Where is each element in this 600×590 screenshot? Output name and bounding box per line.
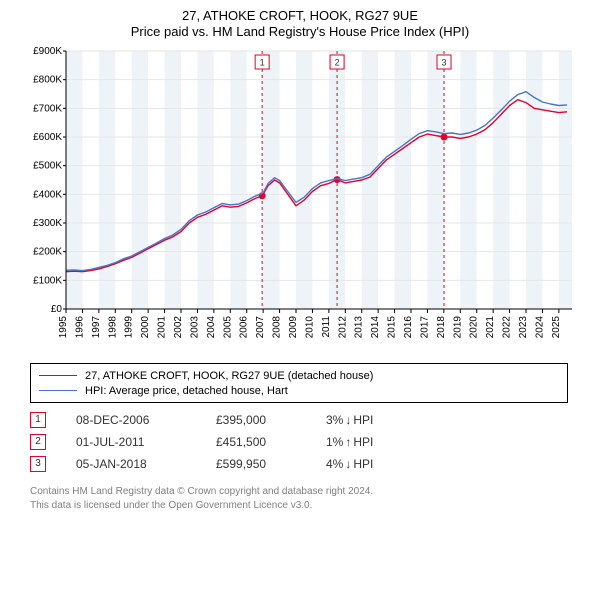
marker-date: 05-JAN-2018: [76, 457, 216, 471]
svg-text:£0: £0: [51, 304, 63, 315]
svg-text:£400K: £400K: [33, 189, 62, 200]
svg-text:2007: 2007: [255, 316, 266, 339]
svg-text:2020: 2020: [469, 316, 480, 339]
svg-text:2002: 2002: [173, 316, 184, 339]
marker-row: 1 08-DEC-2006£395,0003%↓ HPI: [30, 409, 590, 431]
legend-item: HPI: Average price, detached house, Hart: [39, 383, 559, 398]
svg-text:1997: 1997: [91, 316, 102, 339]
svg-text:2024: 2024: [534, 316, 545, 339]
legend-item: 27, ATHOKE CROFT, HOOK, RG27 9UE (detach…: [39, 368, 559, 383]
chart-area: £0 £100K £200K £300K £400K £500K £600K £700K £80…: [20, 45, 580, 355]
footer-line: Contains HM Land Registry data © Crown c…: [30, 485, 590, 499]
svg-text:2003: 2003: [189, 316, 200, 339]
chart-legend: 27, ATHOKE CROFT, HOOK, RG27 9UE (detach…: [30, 363, 568, 403]
marker-date: 01-JUL-2011: [76, 435, 216, 449]
svg-text:£900K: £900K: [33, 46, 62, 57]
svg-text:2006: 2006: [239, 316, 250, 339]
svg-text:£100K: £100K: [33, 275, 62, 286]
svg-text:2014: 2014: [370, 316, 381, 339]
marker-delta: 3%↓ HPI: [326, 413, 446, 427]
svg-text:2000: 2000: [140, 316, 151, 339]
svg-text:2009: 2009: [288, 316, 299, 339]
svg-text:1996: 1996: [74, 316, 85, 339]
arrow-up-icon: ↑: [345, 435, 351, 449]
svg-text:2023: 2023: [518, 316, 529, 339]
svg-text:£800K: £800K: [33, 75, 62, 86]
svg-text:2004: 2004: [206, 316, 217, 339]
line-chart-svg: £0 £100K £200K £300K £400K £500K £600K £700K £80…: [20, 45, 580, 355]
arrow-down-icon: ↓: [345, 413, 351, 427]
chart-title-subtitle: Price paid vs. HM Land Registry's House …: [10, 24, 590, 39]
marker-number-box: 2: [30, 434, 46, 450]
marker-date: 08-DEC-2006: [76, 413, 216, 427]
svg-text:2015: 2015: [387, 316, 398, 339]
svg-text:2022: 2022: [502, 316, 513, 339]
svg-text:£700K: £700K: [33, 103, 62, 114]
marker-number-box: 1: [30, 412, 46, 428]
svg-text:1999: 1999: [124, 316, 135, 339]
svg-text:2012: 2012: [337, 316, 348, 339]
legend-swatch: [39, 390, 77, 391]
svg-text:2025: 2025: [551, 316, 562, 339]
svg-text:2010: 2010: [304, 316, 315, 339]
legend-label: HPI: Average price, detached house, Hart: [85, 385, 288, 397]
svg-text:2019: 2019: [452, 316, 463, 339]
svg-text:2001: 2001: [157, 316, 168, 339]
marker-row: 3 05-JAN-2018£599,9504%↓ HPI: [30, 453, 590, 475]
svg-text:£500K: £500K: [33, 161, 62, 172]
marker-price: £599,950: [216, 457, 326, 471]
svg-text:2016: 2016: [403, 316, 414, 339]
svg-text:3: 3: [442, 58, 447, 68]
figure-container: 27, ATHOKE CROFT, HOOK, RG27 9UE Price p…: [0, 0, 600, 522]
footer-line: This data is licensed under the Open Gov…: [30, 499, 590, 513]
marker-price: £395,000: [216, 413, 326, 427]
svg-text:2021: 2021: [485, 316, 496, 339]
legend-swatch: [39, 375, 77, 376]
svg-text:£300K: £300K: [33, 218, 62, 229]
svg-text:£200K: £200K: [33, 247, 62, 258]
svg-text:1: 1: [260, 58, 265, 68]
arrow-down-icon: ↓: [345, 457, 351, 471]
svg-text:2017: 2017: [419, 316, 430, 339]
marker-number-box: 3: [30, 456, 46, 472]
svg-text:£600K: £600K: [33, 132, 62, 143]
svg-text:2005: 2005: [222, 316, 233, 339]
legend-label: 27, ATHOKE CROFT, HOOK, RG27 9UE (detach…: [85, 370, 373, 382]
svg-text:2013: 2013: [354, 316, 365, 339]
chart-title-address: 27, ATHOKE CROFT, HOOK, RG27 9UE: [10, 8, 590, 23]
svg-text:2: 2: [335, 58, 340, 68]
marker-row: 2 01-JUL-2011£451,5001%↑ HPI: [30, 431, 590, 453]
svg-text:2008: 2008: [272, 316, 283, 339]
chart-titles: 27, ATHOKE CROFT, HOOK, RG27 9UE Price p…: [10, 8, 590, 39]
marker-price: £451,500: [216, 435, 326, 449]
attribution-footer: Contains HM Land Registry data © Crown c…: [30, 485, 590, 512]
price-markers-table: 1 08-DEC-2006£395,0003%↓ HPI 2 01-JUL-2011£…: [30, 409, 590, 475]
svg-text:1998: 1998: [107, 316, 118, 339]
svg-text:2018: 2018: [436, 316, 447, 339]
marker-delta: 1%↑ HPI: [326, 435, 446, 449]
svg-text:2011: 2011: [321, 316, 332, 338]
svg-text:1995: 1995: [58, 316, 69, 339]
marker-delta: 4%↓ HPI: [326, 457, 446, 471]
